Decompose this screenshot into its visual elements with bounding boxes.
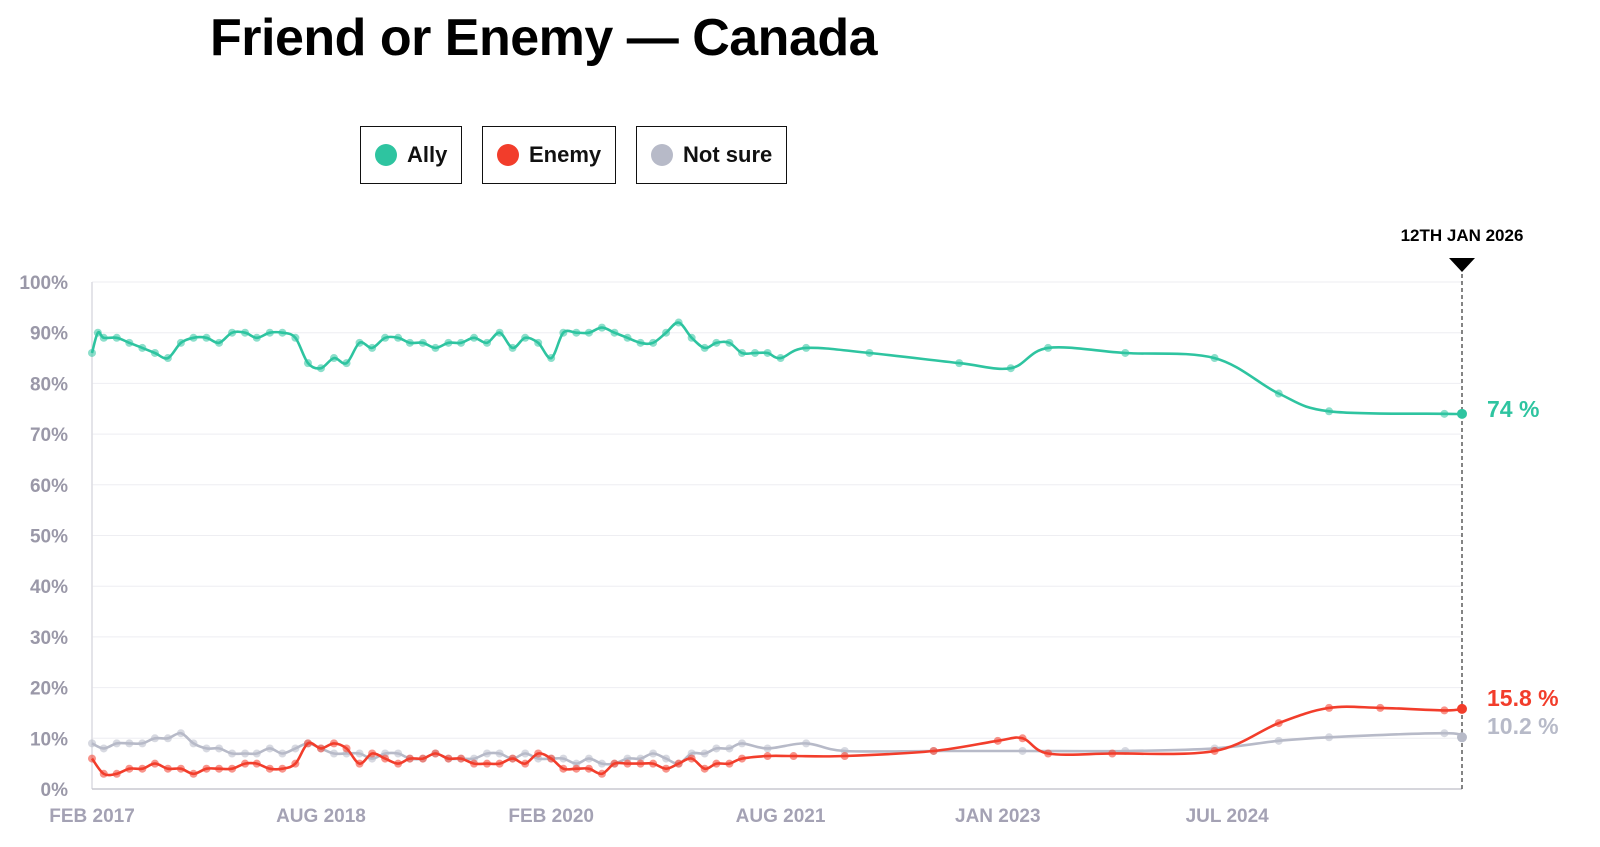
chart-title: Friend or Enemy — Canada	[210, 9, 878, 67]
not-sure-swatch-icon	[651, 144, 673, 166]
legend-item-not-sure[interactable]: Not sure	[636, 126, 788, 184]
ally-end-label: 74 %	[1487, 396, 1539, 422]
x-tick-label: JAN 2023	[955, 806, 1041, 827]
y-tick-label: 0%	[41, 780, 69, 801]
enemy-swatch-icon	[497, 144, 519, 166]
legend-label-not-sure: Not sure	[683, 142, 773, 167]
y-tick-label: 10%	[30, 729, 68, 750]
enemy-end-point	[1457, 703, 1467, 714]
y-tick-label: 30%	[30, 628, 68, 649]
current-date-marker-icon	[1449, 258, 1475, 272]
y-tick-label: 50%	[30, 527, 68, 548]
y-tick-label: 100%	[19, 273, 68, 294]
legend-item-ally[interactable]: Ally	[360, 126, 463, 184]
x-tick-label: AUG 2018	[276, 806, 366, 827]
y-tick-label: 80%	[30, 374, 68, 395]
x-tick-label: AUG 2021	[736, 806, 826, 827]
y-tick-label: 60%	[30, 476, 68, 497]
not-sure-series-line	[91, 731, 1463, 766]
enemy-end-label: 15.8 %	[1487, 685, 1559, 711]
x-tick-label: FEB 2017	[49, 806, 135, 827]
x-tick-label: JUL 2024	[1186, 806, 1270, 827]
ally-swatch-icon	[375, 144, 397, 166]
ally-end-point	[1457, 408, 1467, 419]
legend-item-enemy[interactable]: Enemy	[482, 126, 617, 184]
legend-label-ally: Ally	[407, 142, 448, 167]
current-date-label: 12TH JAN 2026	[1401, 226, 1524, 245]
y-tick-label: 40%	[30, 577, 68, 598]
not-sure-end-point	[1457, 732, 1467, 743]
ally-series-line	[90, 321, 1463, 416]
x-tick-label: FEB 2020	[508, 806, 594, 827]
y-tick-label: 70%	[30, 425, 68, 446]
y-tick-label: 90%	[30, 324, 68, 345]
not-sure-end-label: 10.2 %	[1487, 713, 1559, 739]
y-tick-label: 20%	[30, 679, 68, 700]
legend-label-enemy: Enemy	[529, 142, 602, 167]
enemy-series-line	[90, 705, 1463, 777]
